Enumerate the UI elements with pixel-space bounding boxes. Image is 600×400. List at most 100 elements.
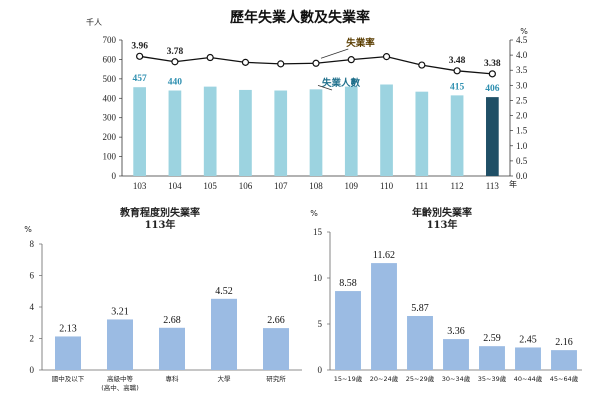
left-tick-label: 500 xyxy=(103,74,117,84)
count-callout-arrow xyxy=(317,84,333,91)
unemployment-rate-point xyxy=(453,67,461,75)
education-chart-title: 教育程度別失業率 xyxy=(119,206,200,219)
age-chart-y-tick-label: 0 xyxy=(318,365,323,375)
left-tick-label: 400 xyxy=(103,93,117,103)
education-chart-x-tick-label: 專科 xyxy=(166,374,180,383)
right-tick-label: 2.0 xyxy=(516,111,528,121)
unemployment-rate-point xyxy=(382,53,391,61)
education-chart-x-tick-label: (高中、高職) xyxy=(101,383,139,392)
unemployed-bar xyxy=(274,90,288,176)
education-chart-x-tick-label: 研究所 xyxy=(266,374,286,383)
unemployment-rate-point xyxy=(488,70,496,78)
chart-title: 歷年失業人數及失業率 xyxy=(230,9,370,26)
age-chart-bar-label: 11.62 xyxy=(373,250,395,261)
age-chart-bar-label: 8.58 xyxy=(339,278,357,289)
left-tick-label: 600 xyxy=(103,54,117,64)
unemployed-bar xyxy=(486,97,499,176)
age-chart-x-tick-label: 20~24歲 xyxy=(370,374,399,383)
unemployment-rate-label: 3.38 xyxy=(484,59,501,69)
age-chart-bar-label: 2.59 xyxy=(483,333,501,344)
unemployment-rate-point xyxy=(206,53,214,62)
x-tick-label: 110 xyxy=(380,181,394,191)
unemployment-rate-label: 3.48 xyxy=(449,56,466,66)
education-chart-y-tick-label: 6 xyxy=(30,271,35,281)
x-tick-label: 106 xyxy=(239,181,253,191)
x-tick-label: 111 xyxy=(415,181,428,191)
x-tick-label: 105 xyxy=(203,181,217,191)
unemployed-bar xyxy=(450,95,464,176)
education-chart-bar xyxy=(55,336,81,370)
unemployed-bar xyxy=(239,89,252,176)
x-tick-label: 113 xyxy=(486,181,500,191)
left-tick-label: 200 xyxy=(103,132,117,142)
right-tick-label: 0.5 xyxy=(516,156,528,166)
unemployed-bar xyxy=(133,87,146,176)
left-tick-label: 300 xyxy=(103,113,117,123)
unemployed-bar xyxy=(344,86,358,176)
unemployment-rate-point xyxy=(347,56,355,64)
education-chart-bar-label: 4.52 xyxy=(215,286,233,297)
age-chart-y-tick-label: 15 xyxy=(313,227,323,237)
unemployed-bar xyxy=(309,89,323,176)
age-chart-y-tick-label: 10 xyxy=(313,273,323,283)
left-tick-label: 700 xyxy=(103,35,117,45)
age-chart-bar xyxy=(443,339,469,370)
count-series-name: 失業人數 xyxy=(322,77,361,89)
education-chart-bar xyxy=(159,327,185,370)
education-chart-y-tick-label: 8 xyxy=(30,239,35,249)
left-tick-label: 0 xyxy=(112,171,117,181)
left-axis-unit: 千人 xyxy=(86,17,102,27)
unemployed-bar-label: 457 xyxy=(133,74,148,84)
unemployed-bar-label: 440 xyxy=(168,78,183,88)
right-tick-label: 3.0 xyxy=(516,80,528,90)
age-chart-x-tick-label: 25~29歲 xyxy=(406,374,435,383)
unemployment-rate-point xyxy=(136,52,144,60)
education-chart-x-tick-label: 大學 xyxy=(218,374,232,383)
education-chart-unit: % xyxy=(24,225,32,234)
age-chart-x-tick-label: 15~19歲 xyxy=(334,374,363,383)
x-tick-label: 104 xyxy=(168,181,182,191)
right-tick-label: 2.5 xyxy=(516,95,528,105)
left-tick-label: 100 xyxy=(103,152,117,162)
age-chart-bar-label: 2.45 xyxy=(519,334,537,345)
age-chart-unit: % xyxy=(310,209,318,218)
right-tick-label: 1.5 xyxy=(516,126,528,136)
unemployment-rate-point xyxy=(312,59,320,67)
rate-callout-arrow xyxy=(320,48,349,59)
rate-series-name: 失業率 xyxy=(346,37,375,49)
right-axis-unit: % xyxy=(520,27,528,36)
x-tick-label: 107 xyxy=(274,181,288,191)
education-chart-bar-label: 2.13 xyxy=(59,323,77,334)
age-chart-bar xyxy=(515,347,541,370)
right-tick-label: 4.5 xyxy=(516,35,528,45)
education-chart-bar xyxy=(211,298,237,370)
education-chart-bar xyxy=(107,319,133,370)
age-chart-title: 年齡別失業率 xyxy=(412,206,472,219)
education-chart-y-tick-label: 4 xyxy=(30,302,35,312)
unemployment-rate-label: 3.96 xyxy=(131,41,148,51)
education-chart-bar-label: 2.68 xyxy=(163,315,181,326)
unemployed-bar xyxy=(168,90,182,176)
age-chart-bar xyxy=(479,346,505,370)
unemployment-rate-point xyxy=(241,58,250,66)
education-chart-bar-label: 3.21 xyxy=(111,306,129,317)
unemployment-rate-point xyxy=(171,58,179,66)
education-chart-bar xyxy=(263,328,289,370)
x-tick-label: 112 xyxy=(451,181,464,191)
unemployment-rate-label: 3.78 xyxy=(167,47,184,57)
age-chart-bar xyxy=(551,350,577,370)
unemployed-bar xyxy=(415,91,429,176)
age-chart-bar-label: 5.87 xyxy=(411,303,429,314)
age-chart-x-tick-label: 35~39歲 xyxy=(478,374,507,383)
x-tick-label: 103 xyxy=(133,181,147,191)
education-chart-bar-label: 2.66 xyxy=(267,315,285,326)
education-chart-y-tick-label: 0 xyxy=(30,365,35,375)
education-chart-subtitle: 113年 xyxy=(145,218,176,231)
unemployed-bar-label: 406 xyxy=(485,84,500,94)
age-chart-bar xyxy=(371,263,397,370)
age-chart-bar xyxy=(407,315,433,370)
education-chart-x-tick-label: 國中及以下 xyxy=(52,374,85,383)
x-axis-suffix: 年 xyxy=(509,179,517,189)
